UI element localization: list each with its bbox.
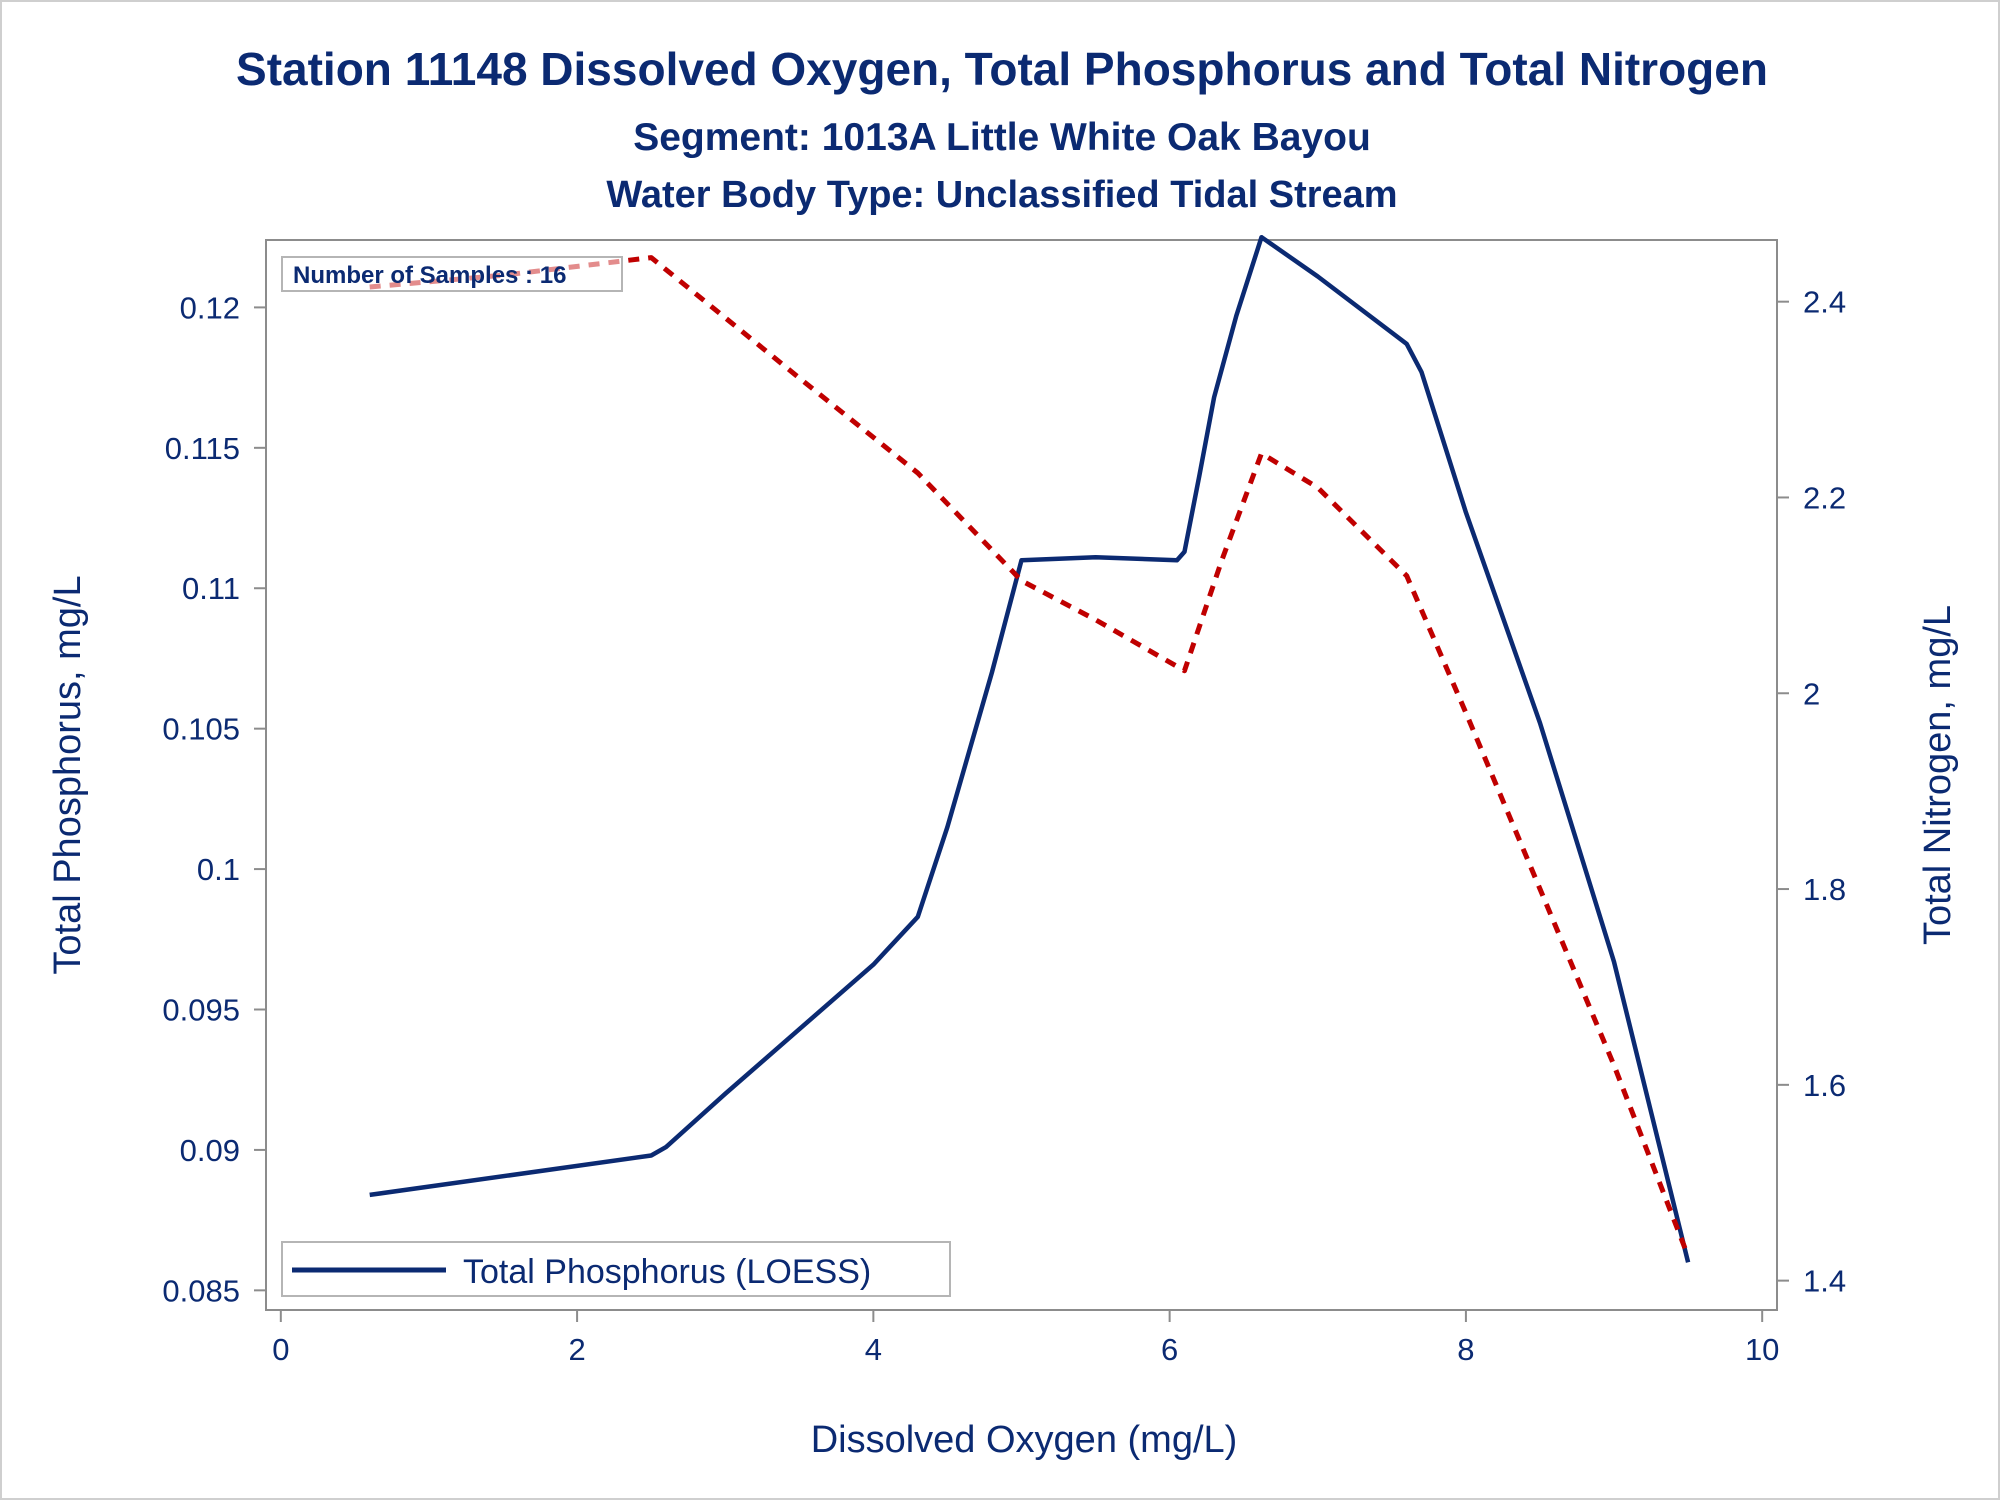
chart-subtitle: Segment: 1013A Little White Oak Bayou — [633, 116, 1371, 159]
y-tick-label: 0.095 — [162, 993, 240, 1028]
x-axis-label: Dissolved Oxygen (mg/L) — [811, 1419, 1238, 1461]
y-axis-label: Total Phosphorus, mg/L — [47, 575, 89, 974]
y-axis-ticks: 0.085 0.09 0.095 0.1 0.105 0.11 0.115 0.12 — [162, 290, 266, 1308]
legend-label-total-phosphorus: Total Phosphorus (LOESS) — [463, 1253, 871, 1291]
y2-axis-ticks: 1.4 1.6 1.8 2 2.2 2.4 — [1777, 285, 1846, 1299]
y-tick-label: 0.11 — [182, 571, 240, 606]
x-tick-label: 8 — [1457, 1332, 1474, 1367]
y-tick-label: 0.105 — [162, 712, 240, 747]
sample-count-inset: Number of Samples : 16 — [281, 256, 623, 292]
x-tick-label: 0 — [272, 1332, 289, 1367]
y-tick-label: 0.085 — [162, 1273, 240, 1308]
y-tick-label: 0.12 — [180, 290, 240, 325]
y2-tick-label: 1.6 — [1803, 1068, 1846, 1103]
sample-count-box — [281, 256, 623, 292]
chart-subtitle-2: Water Body Type: Unclassified Tidal Stre… — [606, 174, 1397, 216]
y2-tick-label: 2.2 — [1803, 480, 1846, 515]
y-tick-label: 0.1 — [197, 852, 240, 887]
legend: Total Phosphorus (LOESS) — [281, 1241, 951, 1297]
y-tick-label: 0.115 — [165, 431, 240, 466]
y2-tick-label: 2 — [1803, 676, 1820, 711]
series-line-total-nitrogen — [369, 255, 1691, 1258]
x-axis-ticks: 0 2 4 6 8 10 — [272, 1310, 1779, 1367]
y2-axis-label: Total Nitrogen, mg/L — [1917, 605, 1959, 945]
series-line-total-phosphorus — [369, 234, 1691, 1263]
chart-title: Station 11148 Dissolved Oxygen, Total Ph… — [236, 43, 1768, 95]
y-tick-label: 0.09 — [180, 1133, 240, 1168]
sample-count-text: Number of Samples : 16 — [293, 262, 566, 289]
x-tick-label: 10 — [1745, 1332, 1779, 1367]
series-layer — [369, 234, 1691, 1263]
x-tick-label: 4 — [865, 1332, 882, 1367]
y2-tick-label: 1.4 — [1803, 1264, 1846, 1299]
y2-tick-label: 1.8 — [1803, 872, 1846, 907]
y2-tick-label: 2.4 — [1803, 285, 1846, 320]
x-tick-label: 6 — [1161, 1332, 1178, 1367]
x-tick-label: 2 — [568, 1332, 585, 1367]
plot-area — [265, 239, 1778, 1311]
